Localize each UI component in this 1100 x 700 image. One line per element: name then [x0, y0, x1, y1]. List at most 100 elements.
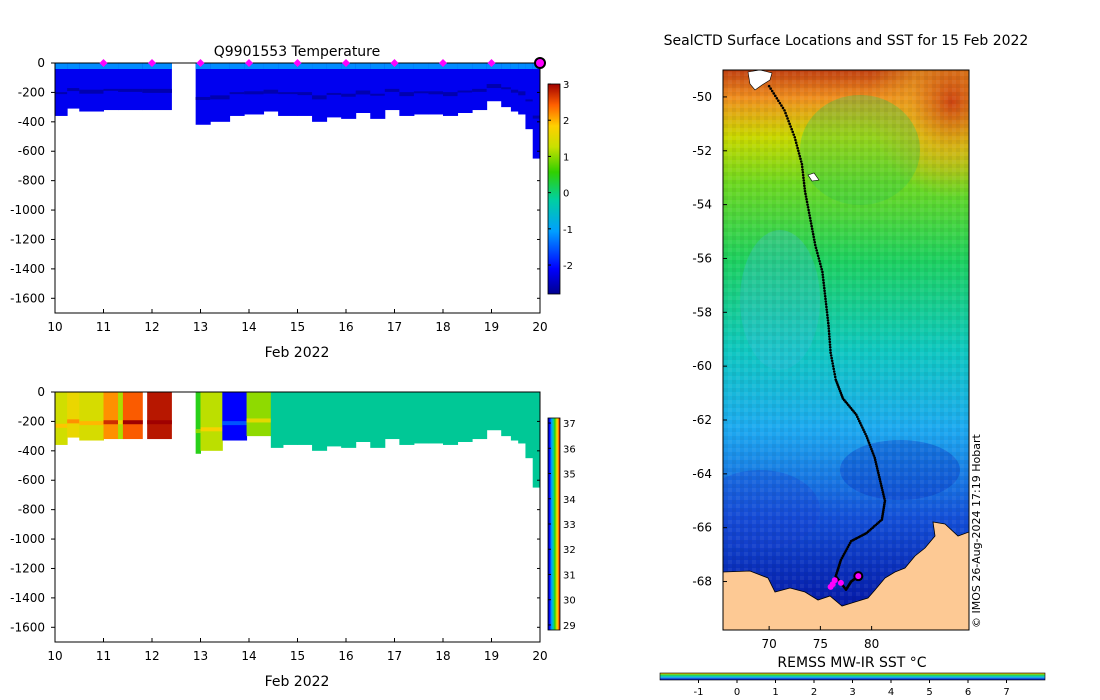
- track-point: [794, 138, 797, 142]
- track-point: [821, 273, 825, 276]
- track-point: [823, 289, 826, 293]
- track-point: [876, 469, 880, 472]
- temperature-profile: [413, 63, 429, 115]
- xtick-label: 10: [47, 320, 62, 334]
- track-point: [826, 313, 829, 317]
- salinity-profile: [428, 392, 444, 444]
- track-point: [877, 473, 881, 477]
- seal-track: [767, 84, 887, 591]
- temperature-profile: [297, 63, 313, 116]
- track-point: [876, 471, 880, 475]
- track-point: [866, 439, 870, 442]
- map-xtick-label: 75: [813, 637, 828, 651]
- track-point: [804, 192, 807, 196]
- salinity-profile: [222, 392, 248, 441]
- surface-marker: [99, 59, 108, 67]
- temperature-deep-layer: [486, 84, 502, 89]
- track-point: [827, 332, 831, 336]
- temperature-profile: [229, 63, 245, 116]
- salinity-profile: [195, 392, 201, 454]
- track-point: [828, 337, 831, 341]
- xtick-label: 14: [241, 320, 256, 334]
- map-ytick-label: -64: [692, 467, 712, 481]
- ytick-label: -1600: [10, 620, 45, 634]
- temperature-profile: [532, 63, 541, 159]
- track-point: [870, 447, 873, 451]
- track-point: [859, 421, 862, 425]
- track-point: [801, 173, 805, 177]
- ytick-label: -1400: [10, 262, 45, 276]
- track-point: [808, 216, 812, 220]
- ytick-label: -800: [18, 503, 45, 517]
- sst-cb-tick-label: -1: [694, 687, 704, 698]
- track-point: [874, 462, 878, 466]
- sst-cb-tick-label: 7: [1003, 687, 1009, 698]
- salinity-layer: [147, 420, 172, 425]
- temperature-deep-layer: [79, 89, 104, 94]
- salinity-profile: [518, 392, 526, 444]
- salinity-profile: [525, 392, 534, 459]
- salinity-profile: [532, 392, 541, 488]
- track-point: [788, 122, 791, 126]
- temperature-surface-layer: [472, 63, 488, 69]
- track-point: [801, 168, 804, 171]
- antarctic-coast: [723, 521, 969, 630]
- surface-location-marker: [827, 583, 834, 590]
- cb-tick-label: -2: [563, 261, 573, 272]
- temperature-deep-layer: [355, 90, 371, 95]
- temperature-profile: [79, 63, 104, 112]
- temperature-deep-layer: [399, 92, 415, 97]
- track-point: [807, 208, 810, 212]
- track-point: [828, 340, 832, 344]
- temperature-profile: [210, 63, 231, 122]
- track-point: [813, 243, 817, 247]
- xtick-label: 10: [47, 649, 62, 663]
- temperature-colorbar-ticks: 3 2 1 0 -1 -2: [548, 80, 573, 272]
- xtick-label: 18: [435, 320, 450, 334]
- temperature-deep-layer: [443, 92, 459, 97]
- temperature-profile: [399, 63, 415, 116]
- sst-cb-tick-label: 2: [811, 687, 817, 698]
- track-point: [831, 364, 835, 368]
- track-point: [803, 184, 806, 188]
- sst-map-panel: SealCTD Surface Locations and SST for 15…: [659, 33, 1046, 698]
- last-position-marker: [853, 571, 864, 582]
- track-point: [797, 149, 800, 153]
- temperature-surface-layer: [341, 63, 357, 69]
- temperature-profile: [142, 63, 172, 111]
- temperature-surface-layer: [525, 63, 534, 69]
- temperature-surface-layer: [103, 63, 119, 69]
- temperature-profile: [326, 63, 342, 118]
- surface-location-marker: [837, 579, 844, 586]
- track-point: [828, 335, 831, 338]
- track-point: [792, 133, 796, 136]
- temperature-profile: [195, 63, 211, 125]
- map-ytick-label: -56: [692, 251, 712, 265]
- temperature-deep-layer: [457, 90, 473, 93]
- track-point: [817, 257, 821, 260]
- sst-colorbar-label: REMSS MW-IR SST °C: [777, 655, 926, 671]
- salinity-layer: [246, 418, 272, 423]
- salinity-profile: [472, 392, 488, 440]
- map-ytick-label: -68: [692, 575, 712, 589]
- track-point: [815, 249, 818, 252]
- xtick-label: 17: [387, 320, 402, 334]
- salinity-panel: 0 -200 -400 -600 -800 -1000 -1200 -1400 -1600 10…: [10, 385, 576, 690]
- track-point: [825, 305, 828, 309]
- temperature-profile: [510, 63, 519, 112]
- salinity-profile: [443, 392, 459, 445]
- track-point: [799, 157, 802, 161]
- track-point: [857, 417, 860, 421]
- sst-field: [723, 70, 969, 630]
- temperature-deep-layer: [341, 93, 357, 97]
- cb-tick-label: 33: [563, 520, 576, 531]
- track-point: [823, 292, 827, 295]
- track-point: [873, 456, 876, 459]
- xtick-label: 17: [387, 649, 402, 663]
- map-xtick-label: 80: [864, 637, 879, 651]
- temperature-profile: [341, 63, 357, 119]
- temperature-deep-layer: [518, 91, 526, 96]
- track-point: [780, 104, 783, 107]
- track-point: [865, 434, 868, 438]
- track-point: [854, 413, 858, 416]
